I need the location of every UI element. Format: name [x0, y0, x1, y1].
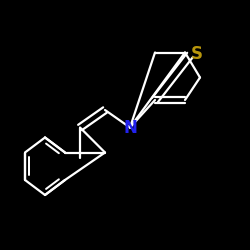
Text: S: S	[190, 45, 202, 63]
Text: N: N	[124, 119, 138, 137]
